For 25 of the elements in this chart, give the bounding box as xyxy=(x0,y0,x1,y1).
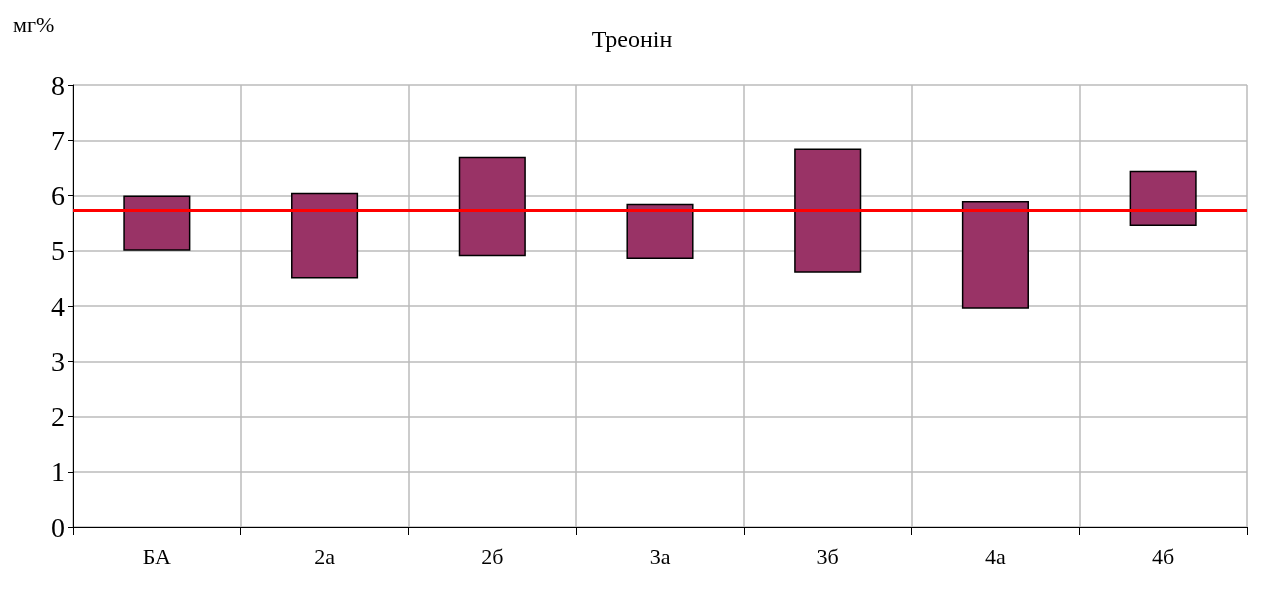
y-tick-label: 0 xyxy=(51,511,65,543)
x-tick-label: БА xyxy=(142,543,172,569)
y-tick-label: 1 xyxy=(51,456,65,488)
y-tick-label: 4 xyxy=(51,290,65,322)
y-tick-label: 2 xyxy=(51,401,65,432)
x-tick-label: 3а xyxy=(649,543,671,569)
bar xyxy=(626,203,694,260)
x-tick-label: 2б xyxy=(481,543,504,569)
x-tick-label: 3б xyxy=(816,543,839,569)
bar xyxy=(458,156,526,257)
y-axis-title: мг% xyxy=(13,11,55,37)
y-tick-label: 5 xyxy=(51,235,65,267)
y-tick-label: 8 xyxy=(51,69,65,101)
chart-title: Треонін xyxy=(591,26,673,52)
x-tick-label: 4а xyxy=(985,543,1007,569)
y-tick-label: 7 xyxy=(51,124,65,156)
x-tick-label: 2а xyxy=(314,543,336,569)
bar xyxy=(794,148,862,273)
bar xyxy=(291,192,359,279)
bar xyxy=(123,195,191,251)
y-tick-label: 6 xyxy=(51,180,65,211)
x-tick-label: 4б xyxy=(1152,543,1175,569)
bar xyxy=(961,201,1029,309)
bar xyxy=(1129,170,1197,226)
y-tick-label: 3 xyxy=(51,345,65,377)
